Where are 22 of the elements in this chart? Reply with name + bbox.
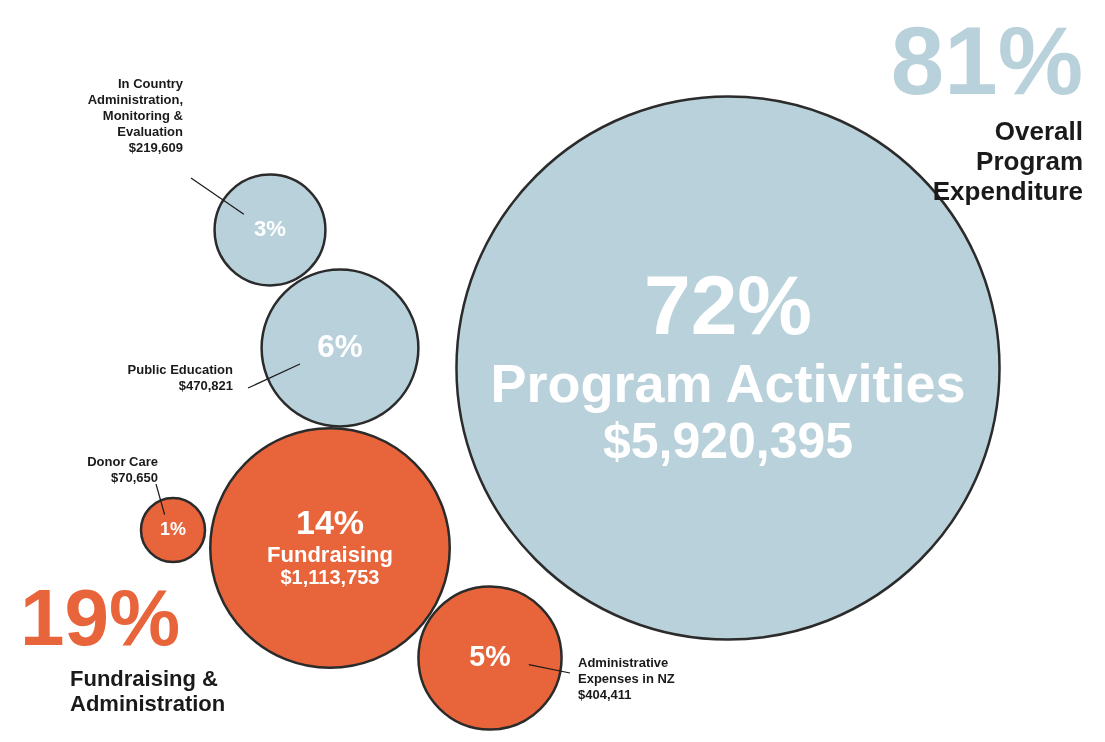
category-label: Program Activities <box>490 352 966 413</box>
category-label: In Country Administration, Monitoring & Evaluation <box>87 75 184 139</box>
text: $404,411 <box>578 686 632 702</box>
data-label: 72% <box>643 257 813 352</box>
text: Overall Program Expenditure <box>932 116 1083 207</box>
data-label: 3% <box>253 216 287 242</box>
text: 19% <box>20 573 181 663</box>
text: $70,650 <box>111 469 158 485</box>
data-label: 5% <box>469 639 511 672</box>
category-label: Administrative Expenses in NZ <box>578 654 675 686</box>
category-label: Public Education <box>127 361 234 377</box>
text: $5,920,395 <box>602 412 854 469</box>
text: $470,821 <box>178 377 233 393</box>
data-label: 1% <box>159 518 187 539</box>
category-label: Fundraising <box>267 541 393 567</box>
data-label: 14% <box>295 503 365 542</box>
data-label: 6% <box>317 328 363 364</box>
text: 81% <box>890 7 1083 115</box>
text: Fundraising & Administration <box>70 666 226 717</box>
text: $1,113,753 <box>280 566 380 589</box>
category-label: Donor Care <box>87 453 158 469</box>
text: $219,609 <box>128 139 183 155</box>
